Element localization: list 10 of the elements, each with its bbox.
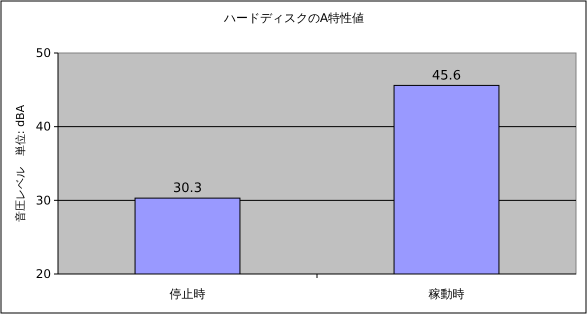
y-tick-label: 40 [36,120,51,134]
y-tick-label: 30 [36,193,51,208]
y-axis-title: 音圧レベル 単位: dBA [14,104,27,222]
y-tick-label: 20 [36,267,51,281]
data-label: 45.6 [432,68,461,84]
y-tick-label: 50 [36,46,51,60]
x-tick-label: 稼動時 [428,287,464,301]
x-tick-label: 停止時 [170,287,206,301]
data-label: 30.3 [173,181,202,196]
chart-title: ハードディスクのA特性値 [222,11,364,25]
